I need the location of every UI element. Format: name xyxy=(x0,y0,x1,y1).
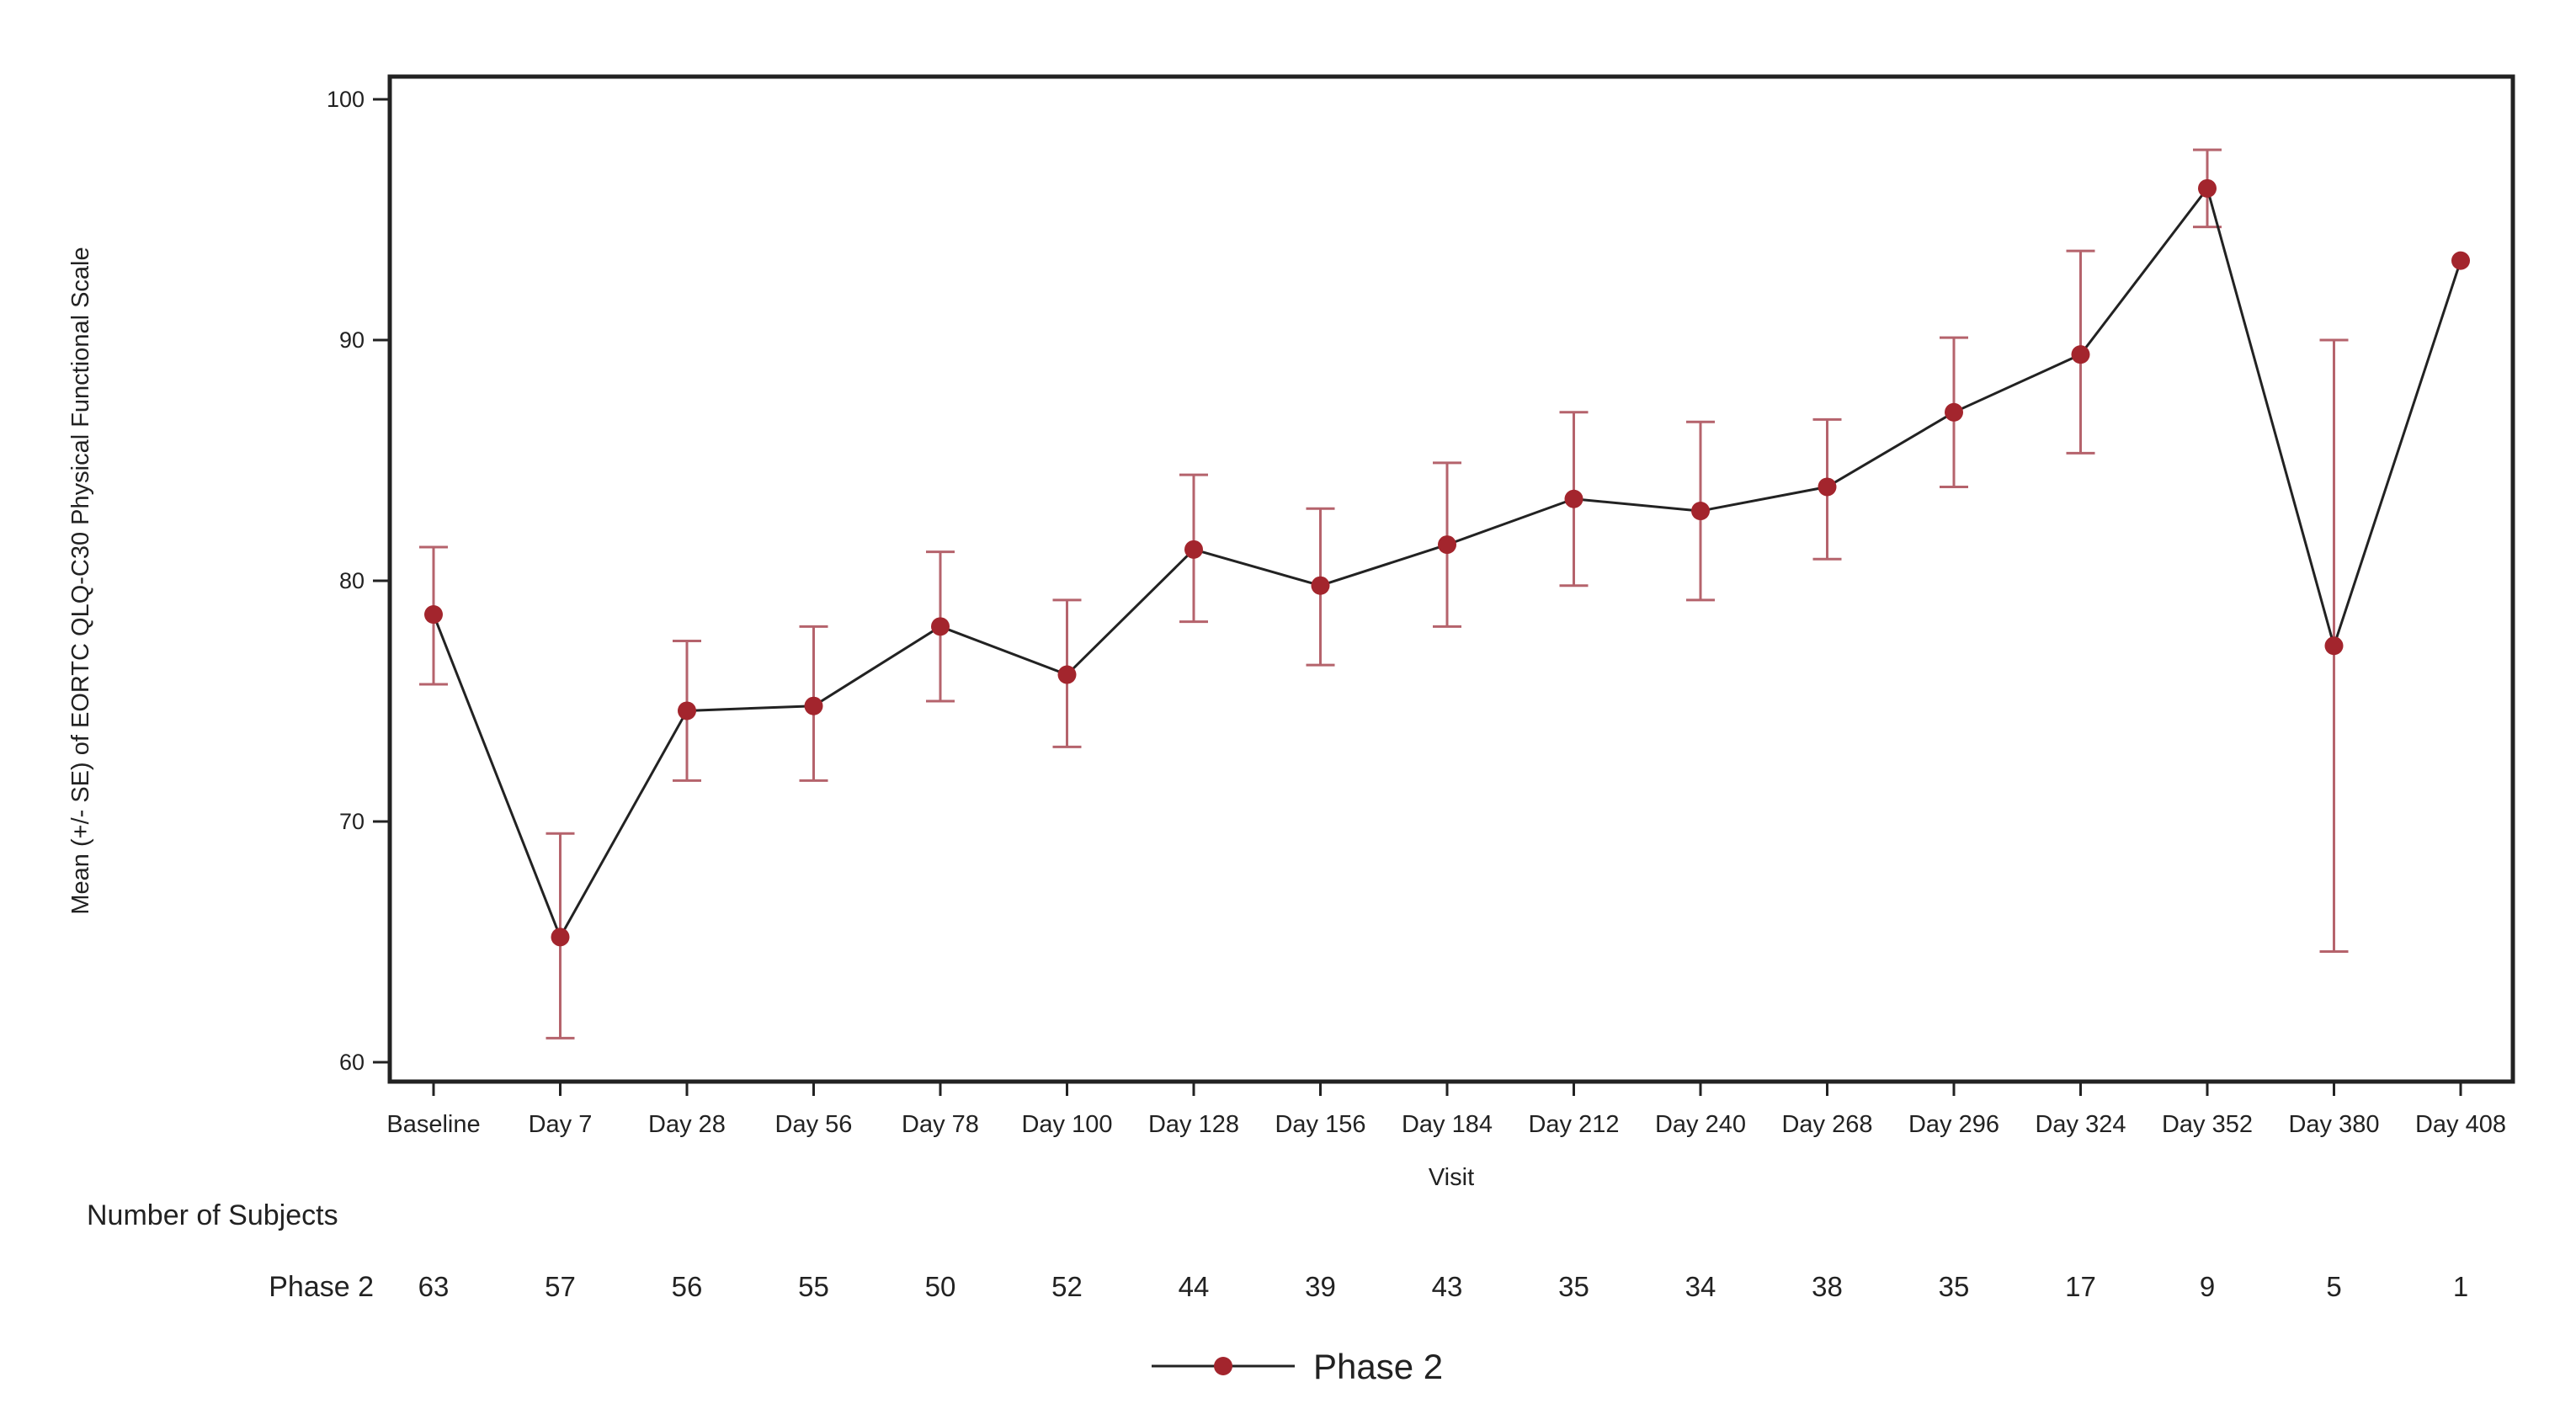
data-point-marker xyxy=(678,701,696,720)
subject-count: 55 xyxy=(798,1271,829,1302)
data-point-marker xyxy=(1691,502,1710,521)
subject-count: 35 xyxy=(1558,1271,1589,1302)
y-tick-label: 80 xyxy=(339,568,365,593)
subject-count: 57 xyxy=(545,1271,576,1302)
x-tick-label: Day 184 xyxy=(1402,1111,1493,1138)
x-tick-label: Day 28 xyxy=(648,1111,726,1138)
data-point-marker xyxy=(2451,251,2470,270)
x-tick-label: Day 268 xyxy=(1781,1111,1872,1138)
subject-count: 38 xyxy=(1812,1271,1843,1302)
x-axis: Baseline Day 7 Day 28 Day 56 Day 78 Day 100 Da… xyxy=(386,1082,2506,1138)
x-axis-title: Visit xyxy=(1429,1164,1474,1191)
subject-count: 44 xyxy=(1179,1271,1210,1302)
x-tick-label: Day 240 xyxy=(1655,1111,1746,1138)
x-tick-label: Day 156 xyxy=(1275,1111,1365,1138)
data-point-marker xyxy=(1818,477,1837,497)
legend-label: Phase 2 xyxy=(1313,1347,1443,1386)
x-tick-label: Day 78 xyxy=(902,1111,979,1138)
subject-count: 43 xyxy=(1432,1271,1463,1302)
subject-count: 63 xyxy=(418,1271,450,1302)
x-tick-label: Day 380 xyxy=(2288,1111,2379,1138)
legend: Phase 2 xyxy=(1152,1347,1443,1386)
subjects-row-label: Phase 2 xyxy=(269,1271,374,1303)
subject-count: 9 xyxy=(2200,1271,2215,1302)
subject-count: 34 xyxy=(1685,1271,1716,1302)
subject-count: 1 xyxy=(2453,1271,2468,1302)
data-point-marker xyxy=(1945,402,1963,422)
y-axis: 60 70 80 90 100 xyxy=(327,87,390,1075)
y-axis-title: Mean (+/- SE) of EORTC QLQ-C30 Physical … xyxy=(67,247,94,914)
subject-count: 5 xyxy=(2326,1271,2341,1302)
data-point-marker xyxy=(1311,576,1330,595)
data-point-marker xyxy=(424,605,443,625)
x-tick-label: Baseline xyxy=(386,1111,480,1138)
data-markers xyxy=(424,178,2470,947)
data-point-marker xyxy=(2324,636,2344,656)
x-tick-label: Day 56 xyxy=(775,1111,853,1138)
data-point-marker xyxy=(931,617,950,636)
subject-count: 39 xyxy=(1305,1271,1336,1302)
legend-marker-icon xyxy=(1214,1357,1232,1375)
subject-count: 56 xyxy=(672,1271,703,1302)
x-tick-label: Day 408 xyxy=(2415,1111,2506,1138)
data-point-marker xyxy=(551,928,570,947)
data-point-marker xyxy=(1564,489,1583,508)
x-tick-label: Day 324 xyxy=(2035,1111,2126,1138)
data-point-marker xyxy=(1057,665,1077,684)
x-tick-label: Day 352 xyxy=(2162,1111,2253,1138)
x-tick-label: Day 212 xyxy=(1528,1111,1619,1138)
data-point-marker xyxy=(804,696,823,715)
x-tick-label: Day 296 xyxy=(1908,1111,1999,1138)
subject-count: 52 xyxy=(1051,1271,1083,1302)
x-tick-label: Day 100 xyxy=(1021,1111,1112,1138)
subjects-table-row: 63 57 56 55 50 52 44 39 43 35 34 38 35 17 9 5 1 xyxy=(418,1271,2469,1302)
plot-area xyxy=(387,74,2515,1084)
data-point-marker xyxy=(2198,178,2217,198)
subject-count: 17 xyxy=(2065,1271,2096,1302)
y-tick-label: 70 xyxy=(339,809,365,834)
y-tick-label: 90 xyxy=(339,327,365,353)
data-point-marker xyxy=(1184,540,1203,559)
data-point-marker xyxy=(2071,345,2090,364)
x-tick-label: Day 7 xyxy=(529,1111,593,1138)
subject-count: 50 xyxy=(925,1271,956,1302)
data-point-marker xyxy=(1438,535,1456,555)
y-tick-label: 60 xyxy=(339,1050,365,1075)
subject-count: 35 xyxy=(1939,1271,1970,1302)
subjects-table-title: Number of Subjects xyxy=(87,1199,338,1231)
y-tick-label: 100 xyxy=(327,87,365,112)
x-tick-label: Day 128 xyxy=(1148,1111,1239,1138)
